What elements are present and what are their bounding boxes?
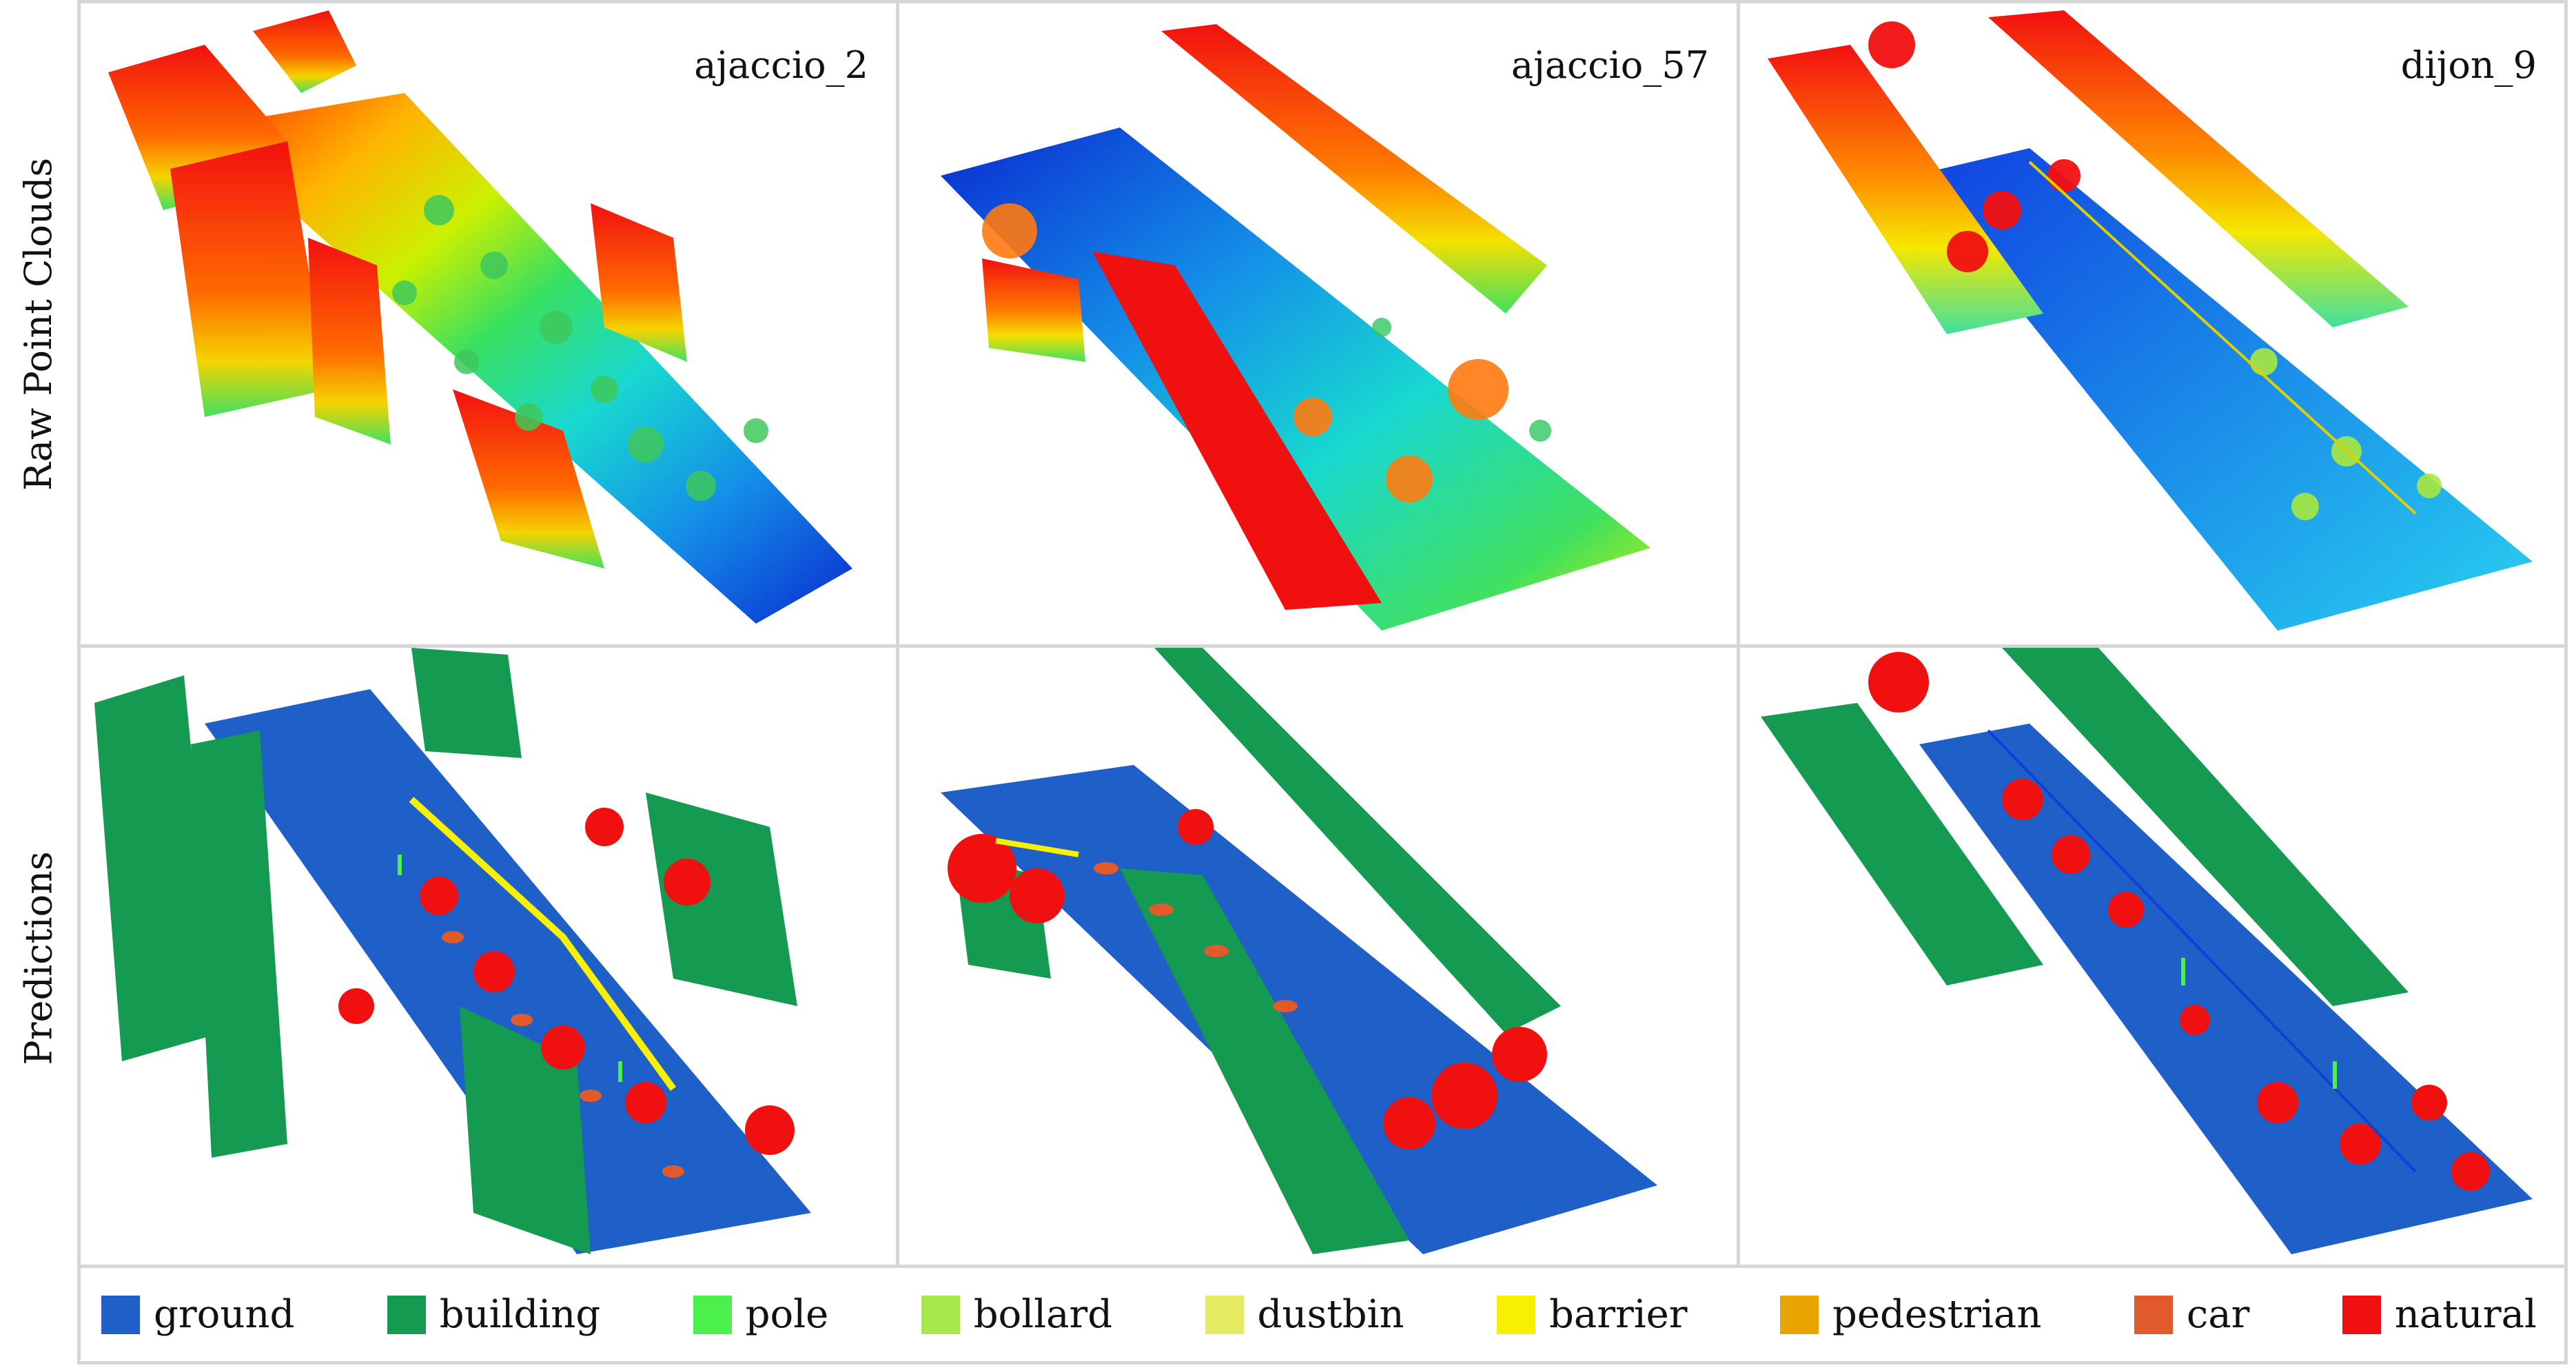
row-label-predictions: Predictions [0,648,77,1268]
legend-item-car: car [2134,1292,2250,1337]
panel-raw-ajaccio-2: ajaccio_2 [81,3,896,644]
raw-point-cloud-ajaccio-2 [108,10,852,624]
legend-label-barrier: barrier [1548,1292,1688,1337]
legend-label-dustbin: dustbin [1257,1292,1404,1337]
legend-swatch-bollard [921,1295,960,1334]
raw-point-cloud-dijon-9 [1768,10,2533,631]
legend-swatch-building [387,1295,426,1334]
row-label-predictions-text: Predictions [17,850,61,1065]
panel-raw-ajaccio-57: ajaccio_57 [899,3,1737,644]
legend-item-pole: pole [693,1292,829,1337]
figure-grid: ajaccio_2 [77,0,2568,1268]
legend-item-building: building [387,1292,600,1337]
legend-label-ground: ground [154,1292,295,1337]
legend-label-car: car [2186,1292,2250,1337]
row-label-raw-text: Raw Point Clouds [17,157,61,491]
legend-label-building: building [439,1292,601,1337]
legend-swatch-pedestrian [1780,1295,1819,1334]
legend-swatch-car [2134,1295,2173,1334]
panel-pred-ajaccio-2 [81,648,896,1265]
legend-label-bollard: bollard [973,1292,1113,1337]
legend-item-pedestrian: pedestrian [1780,1292,2041,1337]
legend-swatch-natural [2342,1295,2381,1334]
prediction-point-cloud-dijon-9 [1761,648,2533,1254]
legend-item-bollard: bollard [921,1292,1112,1337]
prediction-point-cloud-ajaccio-2 [94,648,811,1254]
panel-raw-dijon-9: dijon_9 [1740,3,2564,644]
panel-pred-dijon-9 [1740,648,2564,1265]
scene-label-raw-1: ajaccio_2 [694,43,868,87]
raw-point-cloud-ajaccio-57 [941,24,1650,631]
scene-label-raw-2: ajaccio_57 [1511,43,1709,87]
legend-label-pole: pole [745,1292,829,1337]
legend-item-natural: natural [2342,1292,2537,1337]
legend-item-dustbin: dustbin [1205,1292,1404,1337]
legend-swatch-barrier [1496,1295,1535,1334]
legend-swatch-pole [693,1295,732,1334]
scene-label-raw-3: dijon_9 [2400,43,2537,87]
legend-item-barrier: barrier [1496,1292,1688,1337]
divider-v1 [896,3,899,1265]
legend-swatch-dustbin [1205,1295,1244,1334]
legend-item-ground: ground [101,1292,294,1337]
legend-swatch-ground [101,1295,140,1334]
panel-pred-ajaccio-57 [899,648,1737,1265]
divider-v2 [1737,3,1740,1265]
prediction-point-cloud-ajaccio-57 [941,648,1657,1254]
legend: ground building pole bollard dustbin bar… [77,1268,2568,1364]
divider-h [81,644,2564,648]
legend-label-natural: natural [2394,1292,2537,1337]
row-label-raw: Raw Point Clouds [0,0,77,648]
legend-label-pedestrian: pedestrian [1832,1292,2042,1337]
